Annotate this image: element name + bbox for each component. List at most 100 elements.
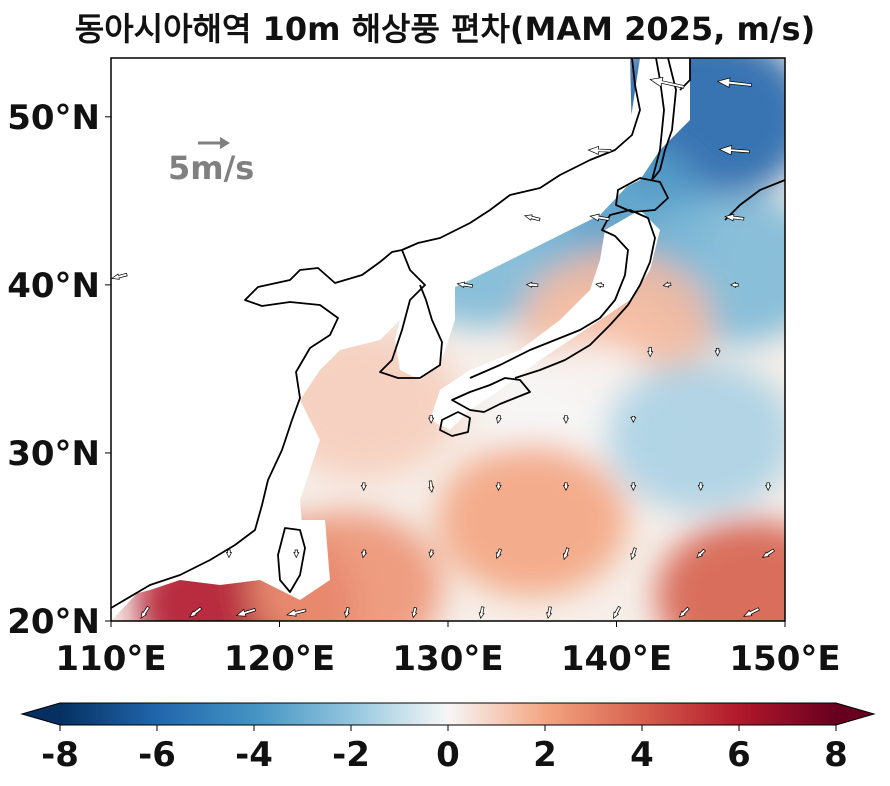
wind-arrow — [742, 607, 760, 617]
colorbar: -8 -6 -4 -2 0 2 4 6 8 — [20, 702, 876, 775]
wind-arrow — [562, 547, 570, 561]
wind-vector — [792, 214, 811, 222]
wind-vector — [788, 145, 815, 156]
wind-arrow — [788, 145, 815, 156]
wind-vector — [428, 415, 435, 424]
wind-vector — [495, 548, 503, 559]
colorbar-tick-label: 8 — [824, 735, 848, 775]
wind-vector — [361, 549, 368, 559]
wind-vector — [546, 606, 553, 620]
reference-arrow-head — [220, 137, 230, 149]
wind-arrow — [140, 605, 151, 619]
wind-vector — [761, 548, 775, 559]
wind-vector — [456, 281, 473, 289]
y-axis-ticks: 20°N 30°N 40°N 50°N — [7, 98, 111, 642]
wind-arrow — [225, 549, 233, 559]
wind-vector — [411, 607, 418, 619]
wind-vector — [630, 482, 637, 492]
wind-vector — [729, 281, 739, 288]
wind-arrow — [696, 548, 706, 559]
wind-arrow — [562, 415, 570, 424]
wind-arrow — [714, 348, 721, 357]
wind-arrow — [523, 214, 541, 222]
wind-vector — [587, 145, 612, 155]
y-tick-label: 20°N — [7, 602, 100, 642]
wind-vector — [716, 77, 752, 88]
map-title: 동아시아해역 10m 해상풍 편차(MAM 2025, m/s) — [74, 10, 816, 48]
wind-arrow — [761, 548, 775, 559]
wind-vector — [724, 213, 745, 222]
wind-vector — [523, 214, 541, 222]
wind-arrow — [428, 415, 435, 424]
colorbar-tick-label: -2 — [332, 735, 370, 775]
wind-arrow — [111, 272, 128, 280]
wind-arrow — [188, 606, 203, 618]
colorbar-min-extension — [22, 703, 60, 725]
wind-arrow — [478, 606, 485, 620]
colorbar-tick-label: 6 — [727, 735, 751, 775]
wind-arrow — [293, 549, 300, 559]
wind-arrow — [718, 144, 750, 156]
colorbar-tick-label: -6 — [138, 735, 176, 775]
wind-vector — [428, 480, 435, 493]
wind-arrow — [630, 547, 637, 561]
wind-arrow — [495, 482, 502, 492]
wind-vector — [718, 144, 750, 156]
wind-vector — [495, 414, 502, 424]
colorbar-tick-label: -8 — [41, 735, 79, 775]
wind-arrow — [649, 76, 685, 89]
wind-vector — [562, 415, 570, 424]
reference-arrow-label: 5m/s — [168, 149, 254, 187]
wind-vector — [662, 281, 672, 288]
wind-vector — [595, 282, 605, 289]
wind-vector — [649, 76, 685, 89]
wind-arrow — [724, 213, 745, 222]
wind-arrow — [589, 213, 610, 222]
anomaly-cell — [437, 444, 628, 597]
wind-arrow — [495, 414, 502, 424]
wind-arrow — [765, 482, 772, 492]
y-tick-label: 30°N — [7, 434, 100, 474]
wind-arrow — [729, 281, 739, 288]
x-tick-label: 130°E — [392, 639, 503, 679]
wind-arrow — [697, 482, 704, 492]
anomaly-cell — [605, 360, 785, 513]
wind-vector — [678, 606, 690, 618]
colorbar-ticks: -8 -6 -4 -2 0 2 4 6 8 — [41, 725, 848, 775]
wind-vector — [293, 549, 300, 559]
wind-vectors — [111, 76, 815, 620]
colorbar-tick-label: 0 — [436, 735, 460, 775]
wind-arrow — [546, 606, 553, 620]
wind-vector — [696, 548, 706, 559]
wind-arrow — [613, 605, 622, 619]
wind-vector — [188, 606, 203, 618]
wind-vector — [647, 347, 654, 358]
wind-arrow — [630, 482, 637, 492]
wind-arrow — [428, 549, 435, 559]
wind-arrow — [595, 282, 605, 289]
wind-vector — [562, 547, 570, 561]
anomaly-cell — [656, 519, 785, 621]
y-tick-label: 40°N — [7, 266, 100, 306]
wind-vector — [562, 482, 570, 492]
x-tick-label: 110°E — [55, 639, 166, 679]
coastlines — [111, 58, 785, 609]
wind-vector — [613, 605, 622, 619]
x-tick-label: 120°E — [224, 639, 335, 679]
wind-vector — [796, 282, 807, 287]
wind-vector — [697, 482, 704, 492]
wind-vector — [589, 213, 610, 222]
wind-arrow — [456, 281, 473, 289]
wind-vector — [286, 608, 307, 617]
wind-arrow — [678, 606, 690, 618]
wind-vector — [525, 281, 539, 288]
wind-vector — [630, 415, 637, 424]
wind-vector — [111, 272, 128, 280]
wind-arrow — [562, 482, 570, 492]
wind-vector — [225, 549, 233, 559]
wind-arrow — [662, 281, 672, 288]
y-tick-label: 50°N — [7, 98, 100, 138]
colorbar-tick-label: 4 — [630, 735, 654, 775]
wind-arrow — [235, 607, 257, 617]
